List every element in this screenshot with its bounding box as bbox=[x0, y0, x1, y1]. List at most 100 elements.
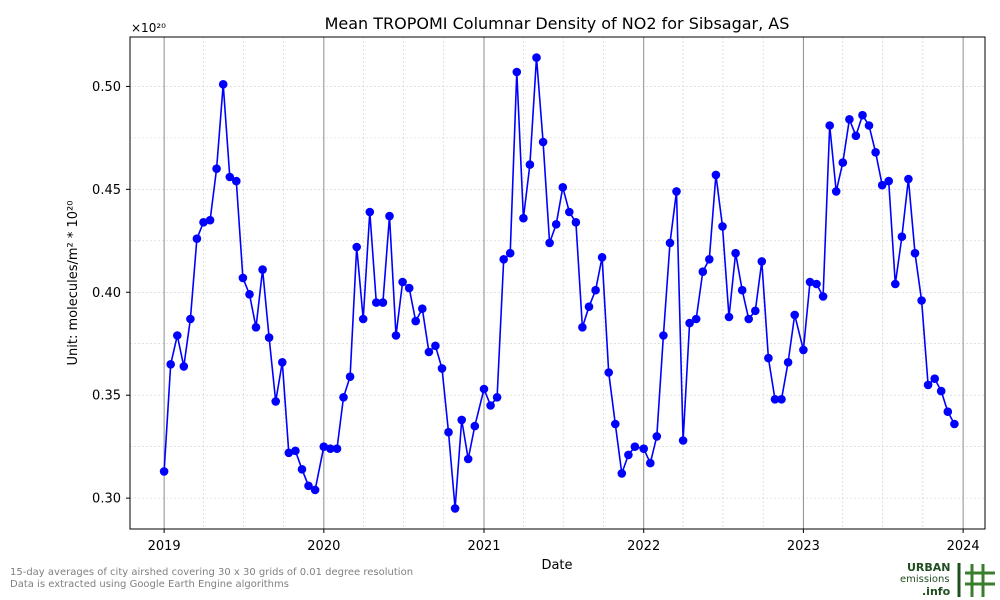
data-point bbox=[532, 53, 541, 62]
data-point bbox=[639, 444, 648, 454]
data-point bbox=[404, 283, 414, 293]
data-point bbox=[611, 419, 620, 429]
data-point bbox=[352, 242, 362, 252]
x-tick-label: 2023 bbox=[787, 539, 820, 554]
data-point bbox=[757, 257, 767, 266]
data-point bbox=[450, 504, 460, 513]
data-point bbox=[858, 110, 867, 120]
data-point bbox=[212, 164, 221, 173]
data-point bbox=[463, 454, 473, 464]
data-point bbox=[398, 277, 407, 287]
data-point bbox=[770, 395, 780, 404]
data-point bbox=[486, 401, 495, 410]
data-point bbox=[591, 285, 600, 295]
data-point bbox=[278, 358, 287, 367]
data-point bbox=[617, 469, 627, 478]
data-point bbox=[711, 170, 721, 180]
x-axis-label: Date bbox=[541, 558, 572, 573]
data-point bbox=[326, 444, 335, 454]
data-point bbox=[179, 362, 189, 371]
chart-title: Mean TROPOMI Columnar Density of NO2 for… bbox=[325, 14, 790, 33]
data-point bbox=[705, 254, 714, 264]
data-point bbox=[159, 467, 169, 476]
logo-word-urban: URBAN bbox=[907, 561, 951, 574]
data-point bbox=[358, 314, 368, 324]
data-point bbox=[871, 148, 880, 157]
data-point bbox=[258, 265, 267, 274]
data-point bbox=[818, 292, 828, 301]
y-axis-label: Unit: molecules/m² * 10²⁰ bbox=[66, 201, 81, 366]
data-point bbox=[519, 213, 528, 223]
data-point bbox=[431, 341, 440, 351]
data-point bbox=[672, 187, 681, 196]
data-point bbox=[264, 333, 274, 342]
data-point bbox=[385, 211, 394, 221]
data-point bbox=[652, 432, 662, 441]
data-point bbox=[538, 137, 548, 147]
data-point bbox=[205, 215, 215, 225]
axes: 2019 2020 2021 2022 2023 2024 0.30 0.35 0.40 0.45… bbox=[92, 36, 986, 554]
series-line-group bbox=[159, 53, 959, 513]
data-point bbox=[571, 218, 581, 227]
data-point bbox=[372, 298, 381, 307]
data-point bbox=[339, 393, 348, 402]
data-point bbox=[910, 248, 920, 258]
footnote-line-1: 15-day averages of city airshed covering… bbox=[10, 567, 414, 578]
data-point bbox=[251, 323, 261, 332]
data-point bbox=[166, 360, 175, 369]
data-point bbox=[950, 419, 959, 429]
y-tick-label: 0.30 bbox=[92, 492, 121, 507]
data-point bbox=[936, 386, 946, 396]
data-point bbox=[665, 238, 675, 248]
data-point bbox=[505, 248, 515, 258]
data-point bbox=[297, 465, 307, 474]
y-tick-label: 0.35 bbox=[92, 389, 121, 404]
logo-word-info: .info bbox=[922, 585, 951, 598]
data-point bbox=[777, 395, 786, 404]
data-point bbox=[565, 207, 574, 217]
data-point bbox=[499, 254, 509, 264]
data-point bbox=[479, 384, 489, 394]
data-point bbox=[930, 374, 939, 384]
data-point bbox=[904, 174, 913, 184]
data-point bbox=[378, 298, 388, 307]
data-point bbox=[332, 444, 342, 454]
data-point bbox=[624, 450, 633, 460]
data-point bbox=[512, 67, 522, 77]
data-point bbox=[470, 421, 480, 431]
data-point bbox=[718, 222, 727, 231]
data-point bbox=[551, 220, 561, 229]
data-point bbox=[812, 279, 821, 289]
x-tick-label: 2020 bbox=[307, 539, 340, 554]
data-point bbox=[884, 176, 893, 186]
data-point bbox=[724, 312, 734, 322]
data-point bbox=[225, 172, 235, 182]
data-point bbox=[525, 160, 535, 169]
data-point bbox=[731, 248, 740, 258]
footnote-line-2: Data is extracted using Google Earth Eng… bbox=[10, 579, 289, 590]
data-point bbox=[424, 347, 434, 357]
data-point bbox=[685, 318, 694, 328]
data-point bbox=[691, 314, 701, 324]
data-point bbox=[291, 446, 300, 456]
data-point bbox=[923, 380, 933, 390]
y-scale-multiplier: ×10²⁰ bbox=[131, 21, 166, 35]
grid-logo-icon bbox=[957, 563, 995, 597]
urban-emissions-logo: URBAN emissions .info bbox=[897, 562, 997, 598]
data-point bbox=[805, 277, 815, 287]
x-tick-label: 2024 bbox=[947, 539, 980, 554]
data-point bbox=[199, 218, 208, 227]
data-point bbox=[492, 393, 502, 402]
data-point bbox=[838, 158, 848, 167]
data-point bbox=[245, 290, 254, 299]
data-point bbox=[764, 353, 773, 363]
data-point bbox=[604, 368, 613, 377]
x-tick-label: 2022 bbox=[627, 539, 660, 554]
y-tick-label: 0.50 bbox=[92, 80, 121, 95]
data-point bbox=[790, 310, 799, 320]
data-point bbox=[418, 304, 427, 314]
data-point bbox=[284, 448, 294, 458]
data-point bbox=[173, 331, 182, 340]
data-point bbox=[891, 279, 900, 289]
